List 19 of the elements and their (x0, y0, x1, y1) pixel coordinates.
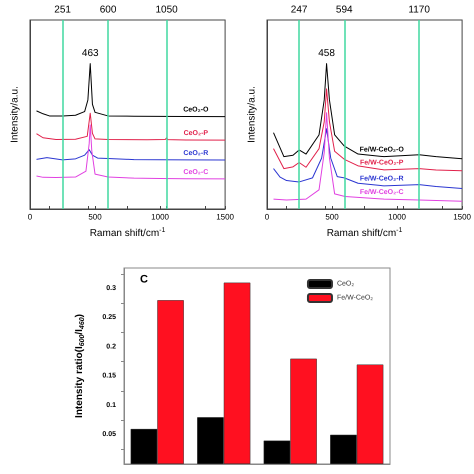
y-axis-title: Intensity/a.u. (246, 86, 258, 143)
x-tick-label: 1000 (151, 212, 170, 222)
x-tick-label: 0 (264, 212, 270, 222)
ref-line-label: 251 (54, 4, 72, 16)
annotation: C (140, 274, 148, 286)
annotation: 463 (82, 48, 99, 60)
ref-line-label: 1170 (408, 4, 430, 16)
x-tick-label: 500 (325, 212, 340, 222)
x-tick-label: 1500 (453, 212, 472, 222)
ref-line-label: 1050 (155, 4, 178, 16)
ref-line-label: 247 (290, 4, 308, 16)
y-axis-title: Intensity/a.u. (10, 86, 20, 143)
annotation: 458 (318, 48, 336, 60)
x-tick-label: 0 (28, 212, 33, 222)
x-tick-label: 1500 (216, 212, 235, 222)
x-tick-label: 1000 (388, 212, 407, 222)
ref-line-label: 594 (336, 4, 354, 16)
ref-line-label: 600 (100, 4, 117, 16)
x-tick-label: 500 (88, 212, 102, 222)
